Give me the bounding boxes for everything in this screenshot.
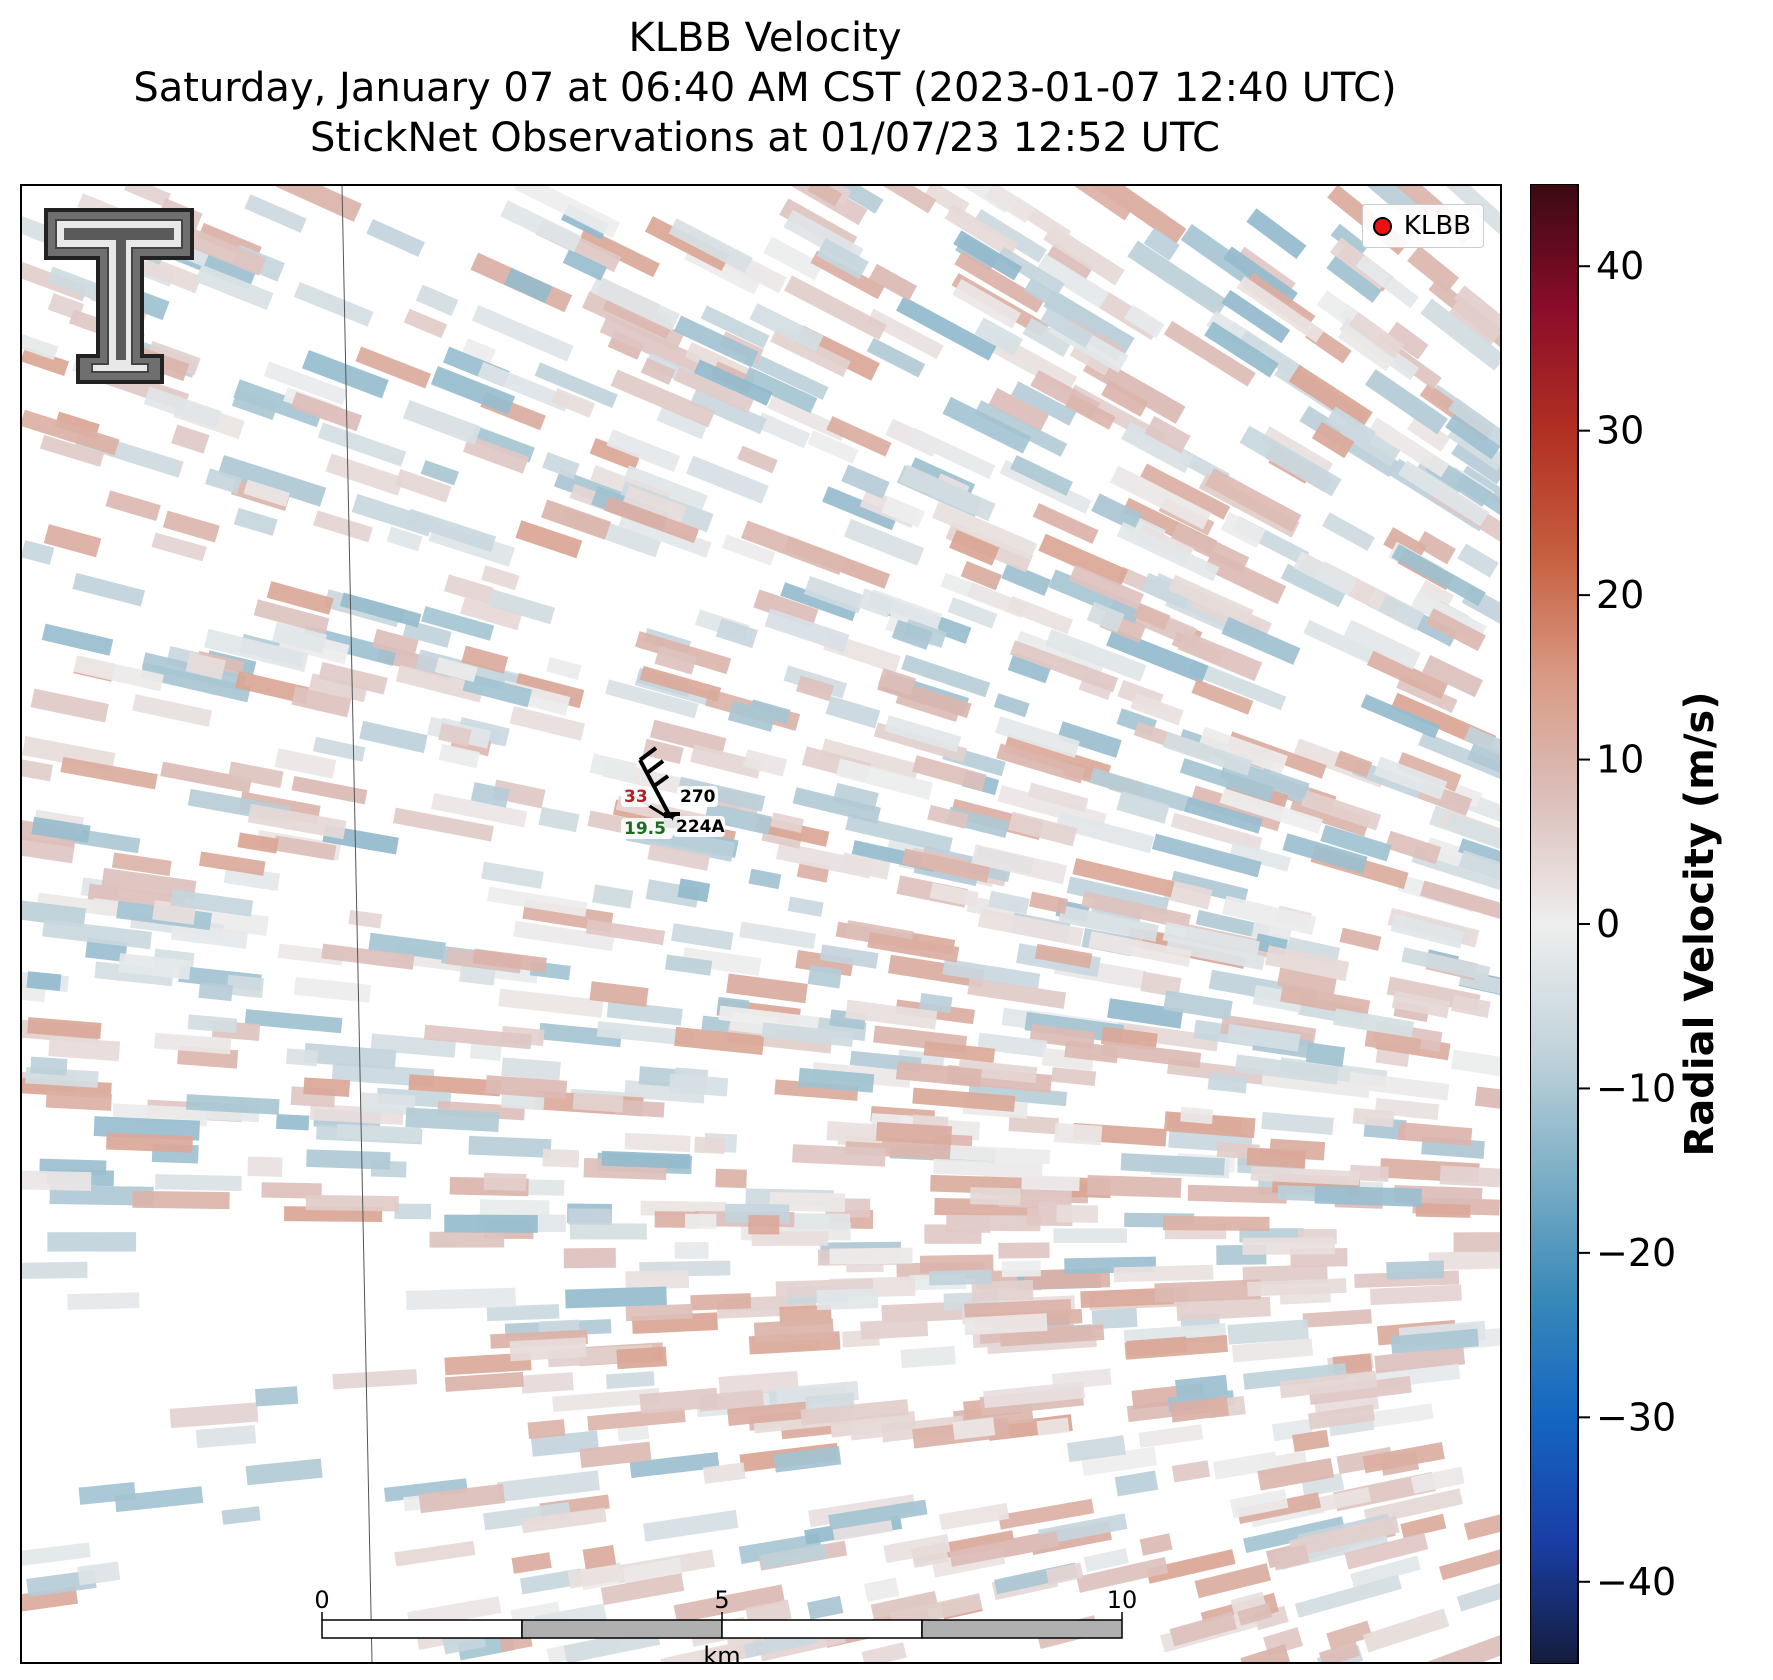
scale-bar-segment — [921, 1619, 1123, 1639]
chart-title: KLBB Velocity — [628, 15, 902, 61]
velocity-field: 33 270 19.5 224A 0 5 10 km — [22, 186, 1500, 1662]
colorbar-tick-label: 40 — [1596, 244, 1644, 288]
colorbar-tick-label: −10 — [1596, 1066, 1676, 1110]
colorbar-tick-label: −40 — [1596, 1560, 1676, 1604]
radar-map[interactable]: 33 270 19.5 224A 0 5 10 km KLBB — [20, 184, 1502, 1664]
colorbar-tick-label: 30 — [1596, 409, 1644, 453]
station-wind-direction: 270 — [680, 787, 716, 807]
colorbar-tick-label: 10 — [1596, 738, 1644, 782]
chart-subtitle-time: Saturday, January 07 at 06:40 AM CST (20… — [133, 65, 1397, 111]
scale-bar-tick-label: 5 — [714, 1586, 729, 1614]
texas-tech-logo-icon — [44, 208, 194, 384]
velocity-gates — [22, 186, 1500, 1662]
chart-subtitle-observations: StickNet Observations at 01/07/23 12:52 … — [310, 115, 1220, 161]
colorbar-tick-label: 20 — [1596, 573, 1644, 617]
legend-label: KLBB — [1403, 211, 1471, 241]
station-plot: 33 270 19.5 224A — [621, 746, 725, 839]
wind-barb-icon — [638, 759, 674, 821]
scale-bar-tick-label: 0 — [314, 1586, 329, 1614]
colorbar: 40 30 20 10 0 −10 −20 −30 −40 — [1530, 184, 1773, 1664]
station-dewpoint: 19.5 — [624, 819, 666, 839]
county-boundary — [341, 186, 373, 1662]
colorbar-tick-label: −30 — [1596, 1395, 1676, 1439]
scale-bar-segment — [721, 1619, 923, 1639]
wind-barb-flag — [652, 774, 670, 788]
scale-bar-tick-label: 10 — [1107, 1586, 1138, 1614]
klbb-marker-icon — [1372, 216, 1392, 236]
station-temperature: 33 — [624, 787, 648, 807]
colorbar-tick-label: 0 — [1596, 902, 1620, 946]
colorbar-label: Radial Velocity (m/s) — [1677, 691, 1723, 1157]
scale-bar-unit: km — [703, 1642, 740, 1662]
map-legend: KLBB — [1361, 204, 1484, 248]
scale-bar-segment — [321, 1619, 523, 1639]
wind-barb-flag — [645, 759, 665, 775]
scale-bar-segment — [521, 1619, 723, 1639]
colorbar-gradient — [1530, 184, 1579, 1664]
colorbar-tick-label: −20 — [1596, 1231, 1676, 1275]
wind-barb-flag — [638, 746, 658, 762]
scale-bar: 0 5 10 km — [314, 1586, 1137, 1662]
station-id: 224A — [676, 817, 725, 837]
